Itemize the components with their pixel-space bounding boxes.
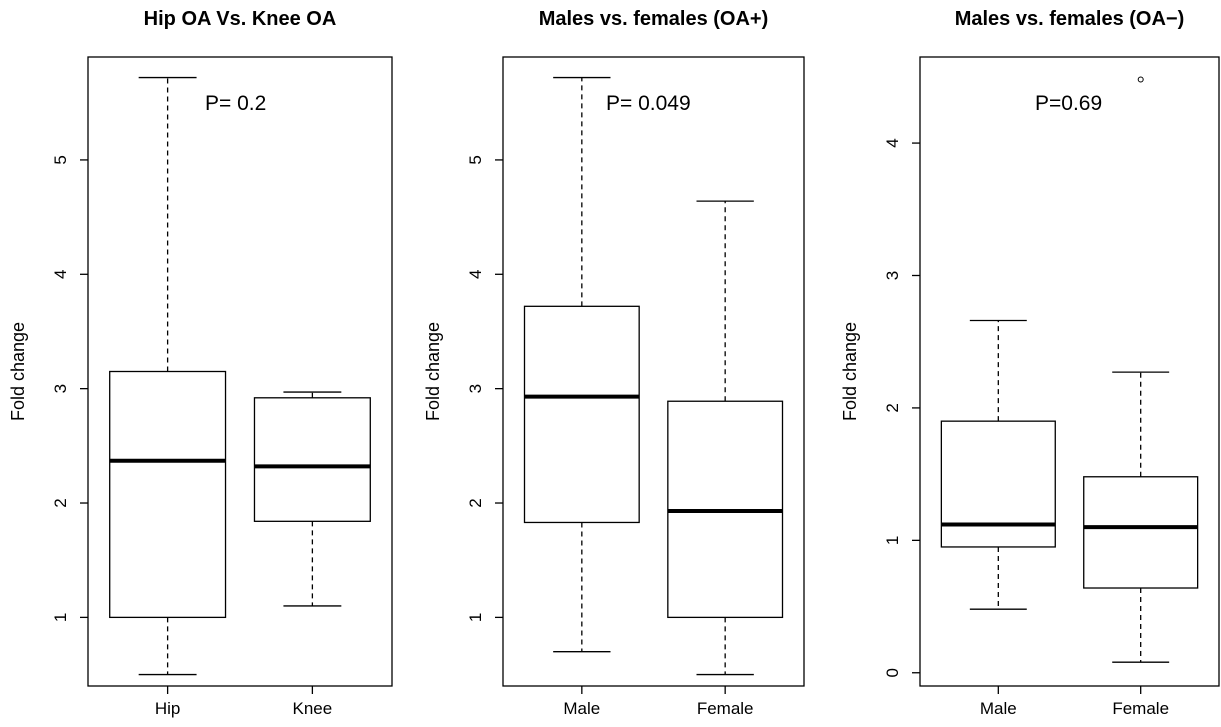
y-tick-label: 2	[883, 403, 902, 412]
plot-frame	[919, 56, 1220, 687]
x-tick-label: Male	[563, 699, 600, 718]
y-tick-label: 4	[883, 138, 902, 147]
box-female	[667, 200, 784, 676]
y-tick-label: 3	[466, 384, 485, 393]
chart-panel-2: Males vs. females (OA+) Fold change 1 2 3 4 5 P…	[423, 8, 805, 718]
y-tick-label: 5	[51, 155, 70, 164]
iqr-box	[1083, 476, 1199, 589]
box-hip	[109, 76, 227, 676]
y-tick-label: 3	[883, 271, 902, 280]
outlier-point	[1137, 76, 1144, 83]
y-tick-label: 4	[466, 270, 485, 279]
x-tick-label: Female	[697, 699, 754, 718]
box-male	[523, 76, 640, 653]
y-tick-label: 0	[883, 668, 902, 677]
p-value-annotation: P= 0.2	[205, 92, 266, 115]
y-tick-label: 1	[466, 613, 485, 622]
y-axis-label: Fold change	[423, 322, 443, 421]
chart-title: Hip OA Vs. Knee OA	[144, 8, 337, 30]
x-tick-label: Hip	[155, 699, 181, 718]
y-tick-label: 3	[51, 384, 70, 393]
x-tick-label: Male	[980, 699, 1017, 718]
x-tick-label: Female	[1112, 699, 1169, 718]
chart-panel-3: Males vs. females (OA−) Fold change 0 1 2 3 4 P…	[840, 8, 1220, 718]
y-axis-label: Fold change	[8, 322, 28, 421]
iqr-box	[253, 397, 371, 522]
chart-title: Males vs. females (OA+)	[539, 8, 769, 30]
box-knee	[253, 391, 371, 607]
chart-title: Males vs. females (OA−)	[955, 8, 1185, 30]
iqr-box	[940, 420, 1056, 548]
p-value-annotation: P=0.69	[1035, 92, 1102, 115]
y-tick-label: 4	[51, 270, 70, 279]
plot-frame	[502, 56, 805, 687]
y-tick-label: 1	[883, 536, 902, 545]
iqr-box	[523, 305, 640, 524]
box-male	[940, 319, 1056, 610]
y-axis-label: Fold change	[840, 322, 860, 421]
y-tick-label: 2	[466, 498, 485, 507]
p-value-annotation: P= 0.049	[606, 92, 691, 115]
box-female	[1083, 76, 1199, 663]
y-tick-label: 2	[51, 498, 70, 507]
chart-panel-1: Hip OA Vs. Knee OA Fold change 1 2 3 4 5 P= 0.2…	[8, 8, 393, 718]
y-tick-label: 1	[51, 613, 70, 622]
plot-frame	[87, 56, 393, 687]
iqr-box	[109, 370, 227, 619]
y-tick-label: 5	[466, 155, 485, 164]
x-tick-label: Knee	[293, 699, 333, 718]
